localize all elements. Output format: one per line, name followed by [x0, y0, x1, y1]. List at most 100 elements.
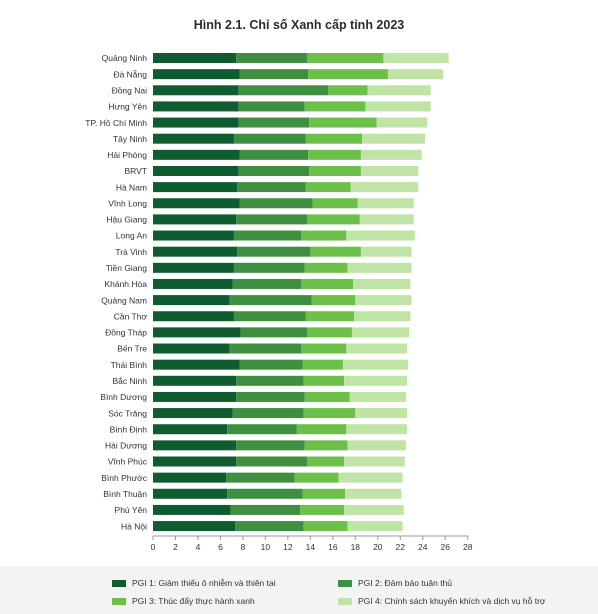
x-tick-label: 10 — [261, 542, 271, 552]
category-label: Quảng Nam — [101, 295, 147, 305]
category-label: Bình Phước — [101, 473, 148, 483]
bar-segment-pgi1 — [153, 472, 227, 483]
bar-segment-pgi2 — [233, 133, 306, 144]
bar-segment-pgi4 — [344, 504, 404, 515]
bar-segment-pgi2 — [230, 504, 301, 515]
bar-segment-pgi3 — [306, 53, 384, 63]
bar-segment-pgi2 — [239, 149, 309, 160]
category-label: Trà Vinh — [115, 247, 147, 257]
bar-segment-pgi4 — [347, 262, 412, 273]
bar-segment-pgi2 — [236, 214, 307, 225]
x-tick-label: 4 — [196, 542, 201, 552]
x-tick-label: 0 — [151, 542, 156, 552]
bar-segment-pgi3 — [303, 375, 345, 386]
bar-segment-pgi4 — [376, 117, 428, 128]
legend-item-pgi2: PGI 2: Đảm bảo tuân thủ — [338, 578, 452, 588]
bar-segment-pgi2 — [238, 101, 305, 112]
category-label: Tiền Giang — [106, 263, 148, 273]
category-label: Đồng Tháp — [105, 328, 147, 338]
bar-segment-pgi4 — [346, 343, 408, 354]
bar-segment-pgi2 — [239, 69, 309, 80]
bar-segment-pgi3 — [302, 488, 346, 499]
bar-segment-pgi4 — [367, 85, 431, 96]
category-label: Vĩnh Phúc — [108, 457, 148, 467]
bar-segment-pgi1 — [153, 456, 237, 467]
x-tick-label: 26 — [441, 542, 451, 552]
x-tick-label: 12 — [283, 542, 293, 552]
x-tick-label: 6 — [218, 542, 223, 552]
bar-segment-pgi2 — [238, 85, 329, 96]
bar-segment-pgi3 — [308, 149, 361, 160]
category-label: Bình Thuận — [103, 489, 147, 499]
bar-segment-pgi2 — [239, 198, 313, 209]
bar-segment-pgi3 — [304, 262, 348, 273]
bar-segment-pgi4 — [362, 133, 425, 144]
bar-segment-pgi2 — [229, 343, 302, 354]
bar-segment-pgi1 — [153, 504, 231, 515]
bar-segment-pgi3 — [308, 69, 388, 80]
chart-legend: PGI 1: Giảm thiểu ô nhiễm và thiên tai P… — [0, 566, 598, 614]
category-label: Hà Nội — [121, 521, 147, 531]
category-label: Sóc Trăng — [108, 408, 147, 418]
x-tick-label: 24 — [418, 542, 428, 552]
bar-segment-pgi4 — [355, 408, 408, 419]
bar-segment-pgi1 — [153, 69, 240, 80]
bar-segment-pgi3 — [306, 456, 345, 467]
bar-segment-pgi3 — [301, 230, 347, 241]
category-label: Hải Dương — [105, 441, 147, 451]
bar-segment-pgi4 — [351, 327, 410, 338]
bar-segment-pgi1 — [153, 424, 228, 435]
bar-segment-pgi3 — [306, 327, 352, 338]
category-label: Hưng Yên — [108, 102, 147, 112]
bar-segment-pgi1 — [153, 343, 230, 354]
bar-segment-pgi2 — [226, 472, 295, 483]
legend-label-pgi4: PGI 4: Chính sách khuyến khích và dịch v… — [358, 596, 546, 606]
category-label: Bình Định — [110, 424, 148, 434]
category-label: Vĩnh Long — [108, 198, 147, 208]
category-label: Cần Thơ — [114, 311, 148, 321]
category-label: Bắc Ninh — [113, 376, 148, 386]
bar-segment-pgi2 — [227, 488, 303, 499]
category-label: Phú Yên — [115, 505, 148, 515]
bar-segment-pgi4 — [360, 165, 419, 176]
x-tick-label: 28 — [463, 542, 473, 552]
bar-segment-pgi1 — [153, 408, 233, 419]
category-label: Thái Bình — [111, 360, 148, 370]
x-tick-label: 14 — [306, 542, 316, 552]
category-label: Hà Nam — [116, 182, 147, 192]
bar-segment-pgi3 — [294, 472, 339, 483]
bar-segment-pgi4 — [346, 424, 408, 435]
bar-segment-pgi1 — [153, 214, 237, 225]
x-tick-label: 22 — [396, 542, 406, 552]
bar-segment-pgi3 — [306, 214, 360, 225]
bar-segment-pgi1 — [153, 327, 241, 338]
bar-segment-pgi4 — [357, 198, 414, 209]
bar-segment-pgi2 — [232, 278, 302, 289]
category-label: Bình Dương — [100, 392, 147, 402]
category-label: Đà Nẵng — [113, 69, 147, 79]
bar-segment-pgi3 — [309, 117, 377, 128]
bar-segment-pgi4 — [345, 488, 402, 499]
bar-segment-pgi4 — [365, 101, 431, 112]
bar-segment-pgi3 — [302, 359, 343, 370]
category-label: Quảng Ninh — [102, 53, 148, 63]
bar-segment-pgi1 — [153, 165, 239, 176]
category-label: Bến Tre — [117, 344, 147, 354]
category-label: Khánh Hòa — [104, 279, 147, 289]
bar-segment-pgi4 — [344, 456, 405, 467]
category-label: Hải Phòng — [107, 150, 147, 160]
bar-segment-pgi3 — [301, 343, 347, 354]
bar-segment-pgi3 — [304, 101, 366, 112]
bar-segment-pgi2 — [236, 53, 307, 63]
bar-segment-pgi3 — [309, 165, 361, 176]
x-tick-label: 20 — [373, 542, 383, 552]
bar-segment-pgi2 — [229, 295, 312, 306]
bar-segment-pgi4 — [355, 295, 412, 306]
bar-segment-pgi1 — [153, 85, 239, 96]
bar-segment-pgi3 — [312, 198, 358, 209]
bar-segment-pgi4 — [342, 359, 409, 370]
bar-segment-pgi1 — [153, 53, 237, 63]
bar-segment-pgi4 — [346, 230, 415, 241]
legend-swatch-pgi3 — [112, 597, 126, 605]
